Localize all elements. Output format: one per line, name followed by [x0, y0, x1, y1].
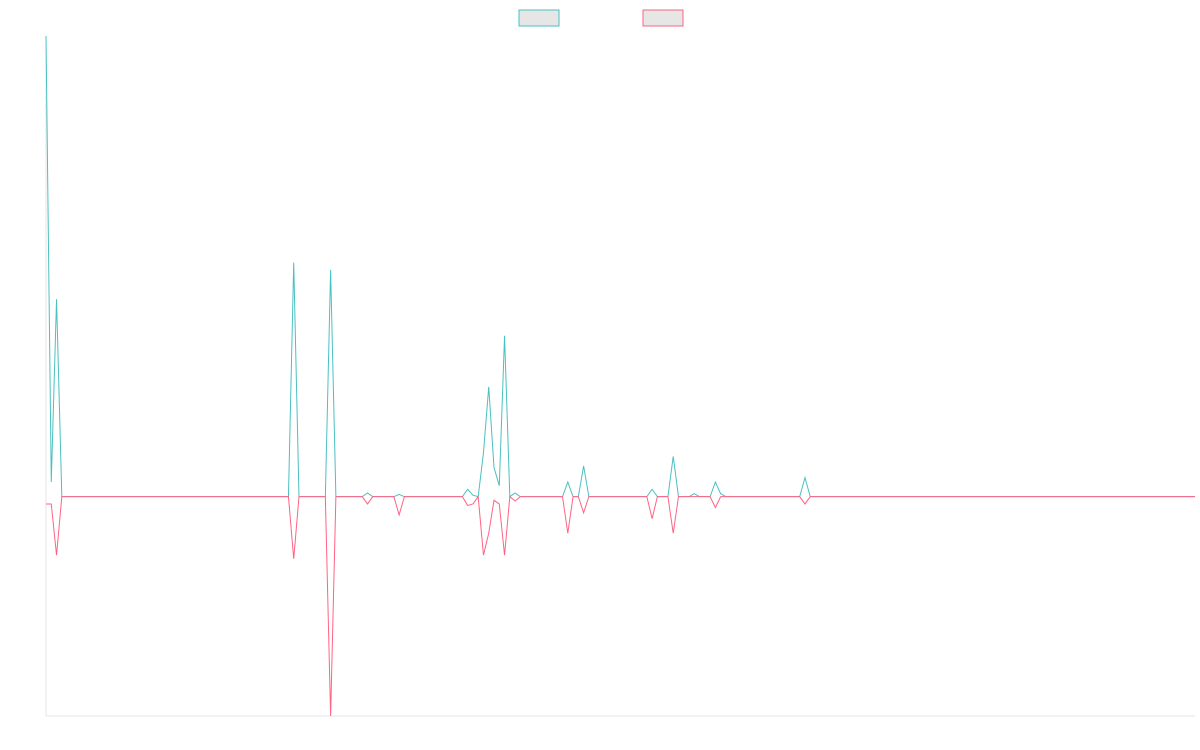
series-line-1	[45, 35, 1195, 498]
legend-swatch-1[interactable]	[518, 9, 560, 27]
chart-axes	[45, 36, 1195, 717]
chart-legend[interactable]	[518, 9, 684, 27]
series-line-2	[46, 495, 1195, 717]
series-layer	[45, 35, 1195, 717]
legend-swatch-2[interactable]	[642, 9, 684, 27]
